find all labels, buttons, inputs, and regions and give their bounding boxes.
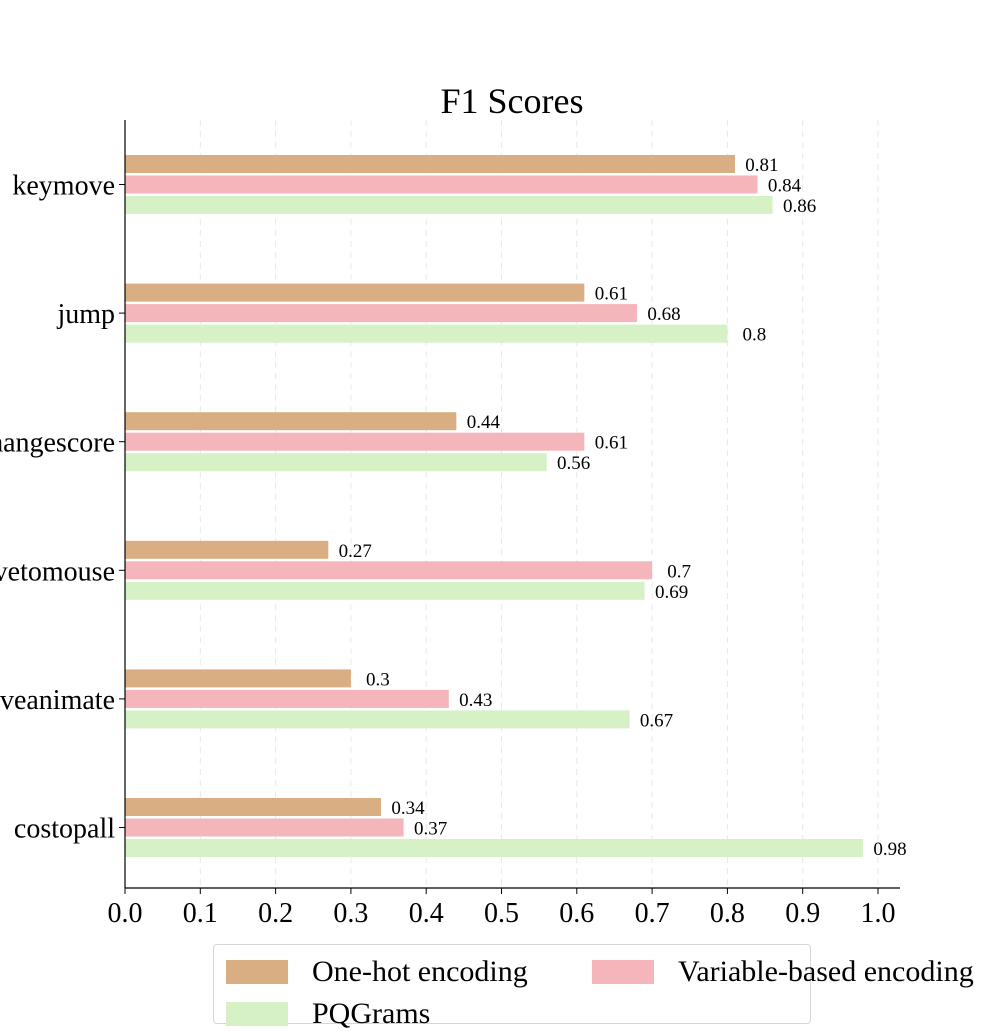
x-tick-label: 0.9	[785, 898, 820, 929]
x-tick-label: 0.1	[183, 898, 218, 929]
data-label: 0.3	[366, 669, 390, 690]
data-label: 0.44	[467, 412, 501, 433]
data-label: 0.34	[391, 798, 425, 819]
bar	[125, 689, 449, 708]
bar	[125, 669, 351, 688]
data-label: 0.98	[873, 839, 906, 860]
legend-item: Variable-based encoding	[592, 955, 974, 989]
x-tick-label: 0.8	[710, 898, 745, 929]
data-label: 0.86	[783, 196, 816, 217]
bar	[125, 581, 645, 600]
data-label: 0.7	[667, 561, 691, 582]
chart-title: F1 Scores	[441, 81, 584, 121]
data-label: 0.69	[655, 582, 688, 603]
bar	[125, 818, 404, 837]
bar	[125, 798, 382, 816]
data-label: 0.61	[595, 433, 628, 454]
bar	[125, 324, 728, 343]
data-label: 0.81	[745, 155, 778, 176]
grid-lines	[199, 120, 879, 888]
data-label: 0.8	[743, 325, 767, 346]
y-tick-label: keymove	[12, 171, 115, 202]
legend-label: PQGrams	[312, 997, 431, 1030]
x-tick-label: 0.4	[409, 898, 444, 929]
legend-swatch	[226, 960, 288, 984]
y-tick-label: moveanimate	[0, 685, 115, 716]
bar	[125, 839, 863, 857]
data-label: 0.67	[640, 710, 673, 731]
bar	[125, 561, 653, 580]
y-tick-label: changescore	[0, 428, 115, 459]
x-tick-label: 0.7	[635, 898, 670, 929]
data-label: 0.68	[647, 304, 680, 325]
data-label: 0.37	[414, 819, 447, 840]
y-tick-label: movetomouse	[0, 556, 115, 587]
bar	[125, 283, 585, 302]
legend-item: One-hot encoding	[226, 955, 528, 989]
x-tick-label: 0.5	[484, 898, 519, 929]
x-tick-label: 0.6	[559, 898, 594, 929]
legend-label: One-hot encoding	[312, 955, 528, 988]
bar	[125, 412, 457, 431]
bars-group: 0.810.840.860.610.680.80.440.610.560.270…	[125, 155, 907, 860]
axes: 0.0 0.1 0.2 0.3 0.4 0.5 0.6 0.7 0.8 0.9 1.0 keymove…	[0, 120, 900, 929]
bar	[125, 155, 735, 173]
legend: One-hot encoding Variable-based encoding P…	[213, 944, 974, 1030]
bar	[125, 710, 630, 729]
bar	[125, 304, 638, 323]
x-tick-label: 0.2	[258, 898, 293, 929]
f1-scores-chart: F1 Scores 0.810.840.86 0.61 0.68 0.8 0.44 0.6…	[0, 81, 907, 929]
x-tick-label: 1.0	[861, 898, 896, 929]
data-label: 0.84	[768, 176, 802, 197]
legend-item: PQGrams	[226, 997, 430, 1031]
bar	[125, 540, 329, 559]
legend-swatch	[226, 1002, 288, 1026]
legend-label: Variable-based encoding	[678, 955, 974, 988]
y-tick-label: jump	[56, 299, 115, 330]
y-tick-label: costopall	[14, 814, 115, 845]
bar	[125, 175, 758, 194]
bar	[125, 453, 547, 472]
data-label: 0.61	[595, 284, 628, 305]
data-label: 0.43	[459, 690, 492, 711]
legend-swatch	[592, 960, 654, 984]
x-tick-label: 0.0	[108, 898, 143, 929]
bar	[125, 432, 585, 451]
data-label: 0.56	[557, 453, 590, 474]
data-label: 0.27	[339, 541, 372, 562]
x-tick-label: 0.3	[333, 898, 368, 929]
bar	[125, 196, 773, 214]
